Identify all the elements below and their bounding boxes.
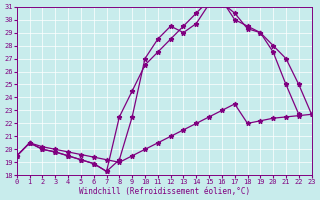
X-axis label: Windchill (Refroidissement éolien,°C): Windchill (Refroidissement éolien,°C) (79, 187, 250, 196)
